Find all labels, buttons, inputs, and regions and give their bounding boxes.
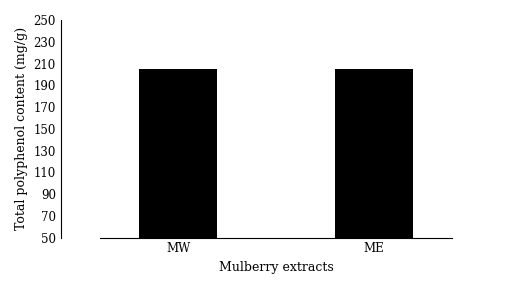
Bar	[139, 69, 217, 238]
Y-axis label: Total polyphenol content (mg/g): Total polyphenol content (mg/g)	[15, 27, 28, 230]
X-axis label: Mulberry extracts: Mulberry extracts	[218, 261, 333, 274]
Bar	[334, 69, 412, 238]
